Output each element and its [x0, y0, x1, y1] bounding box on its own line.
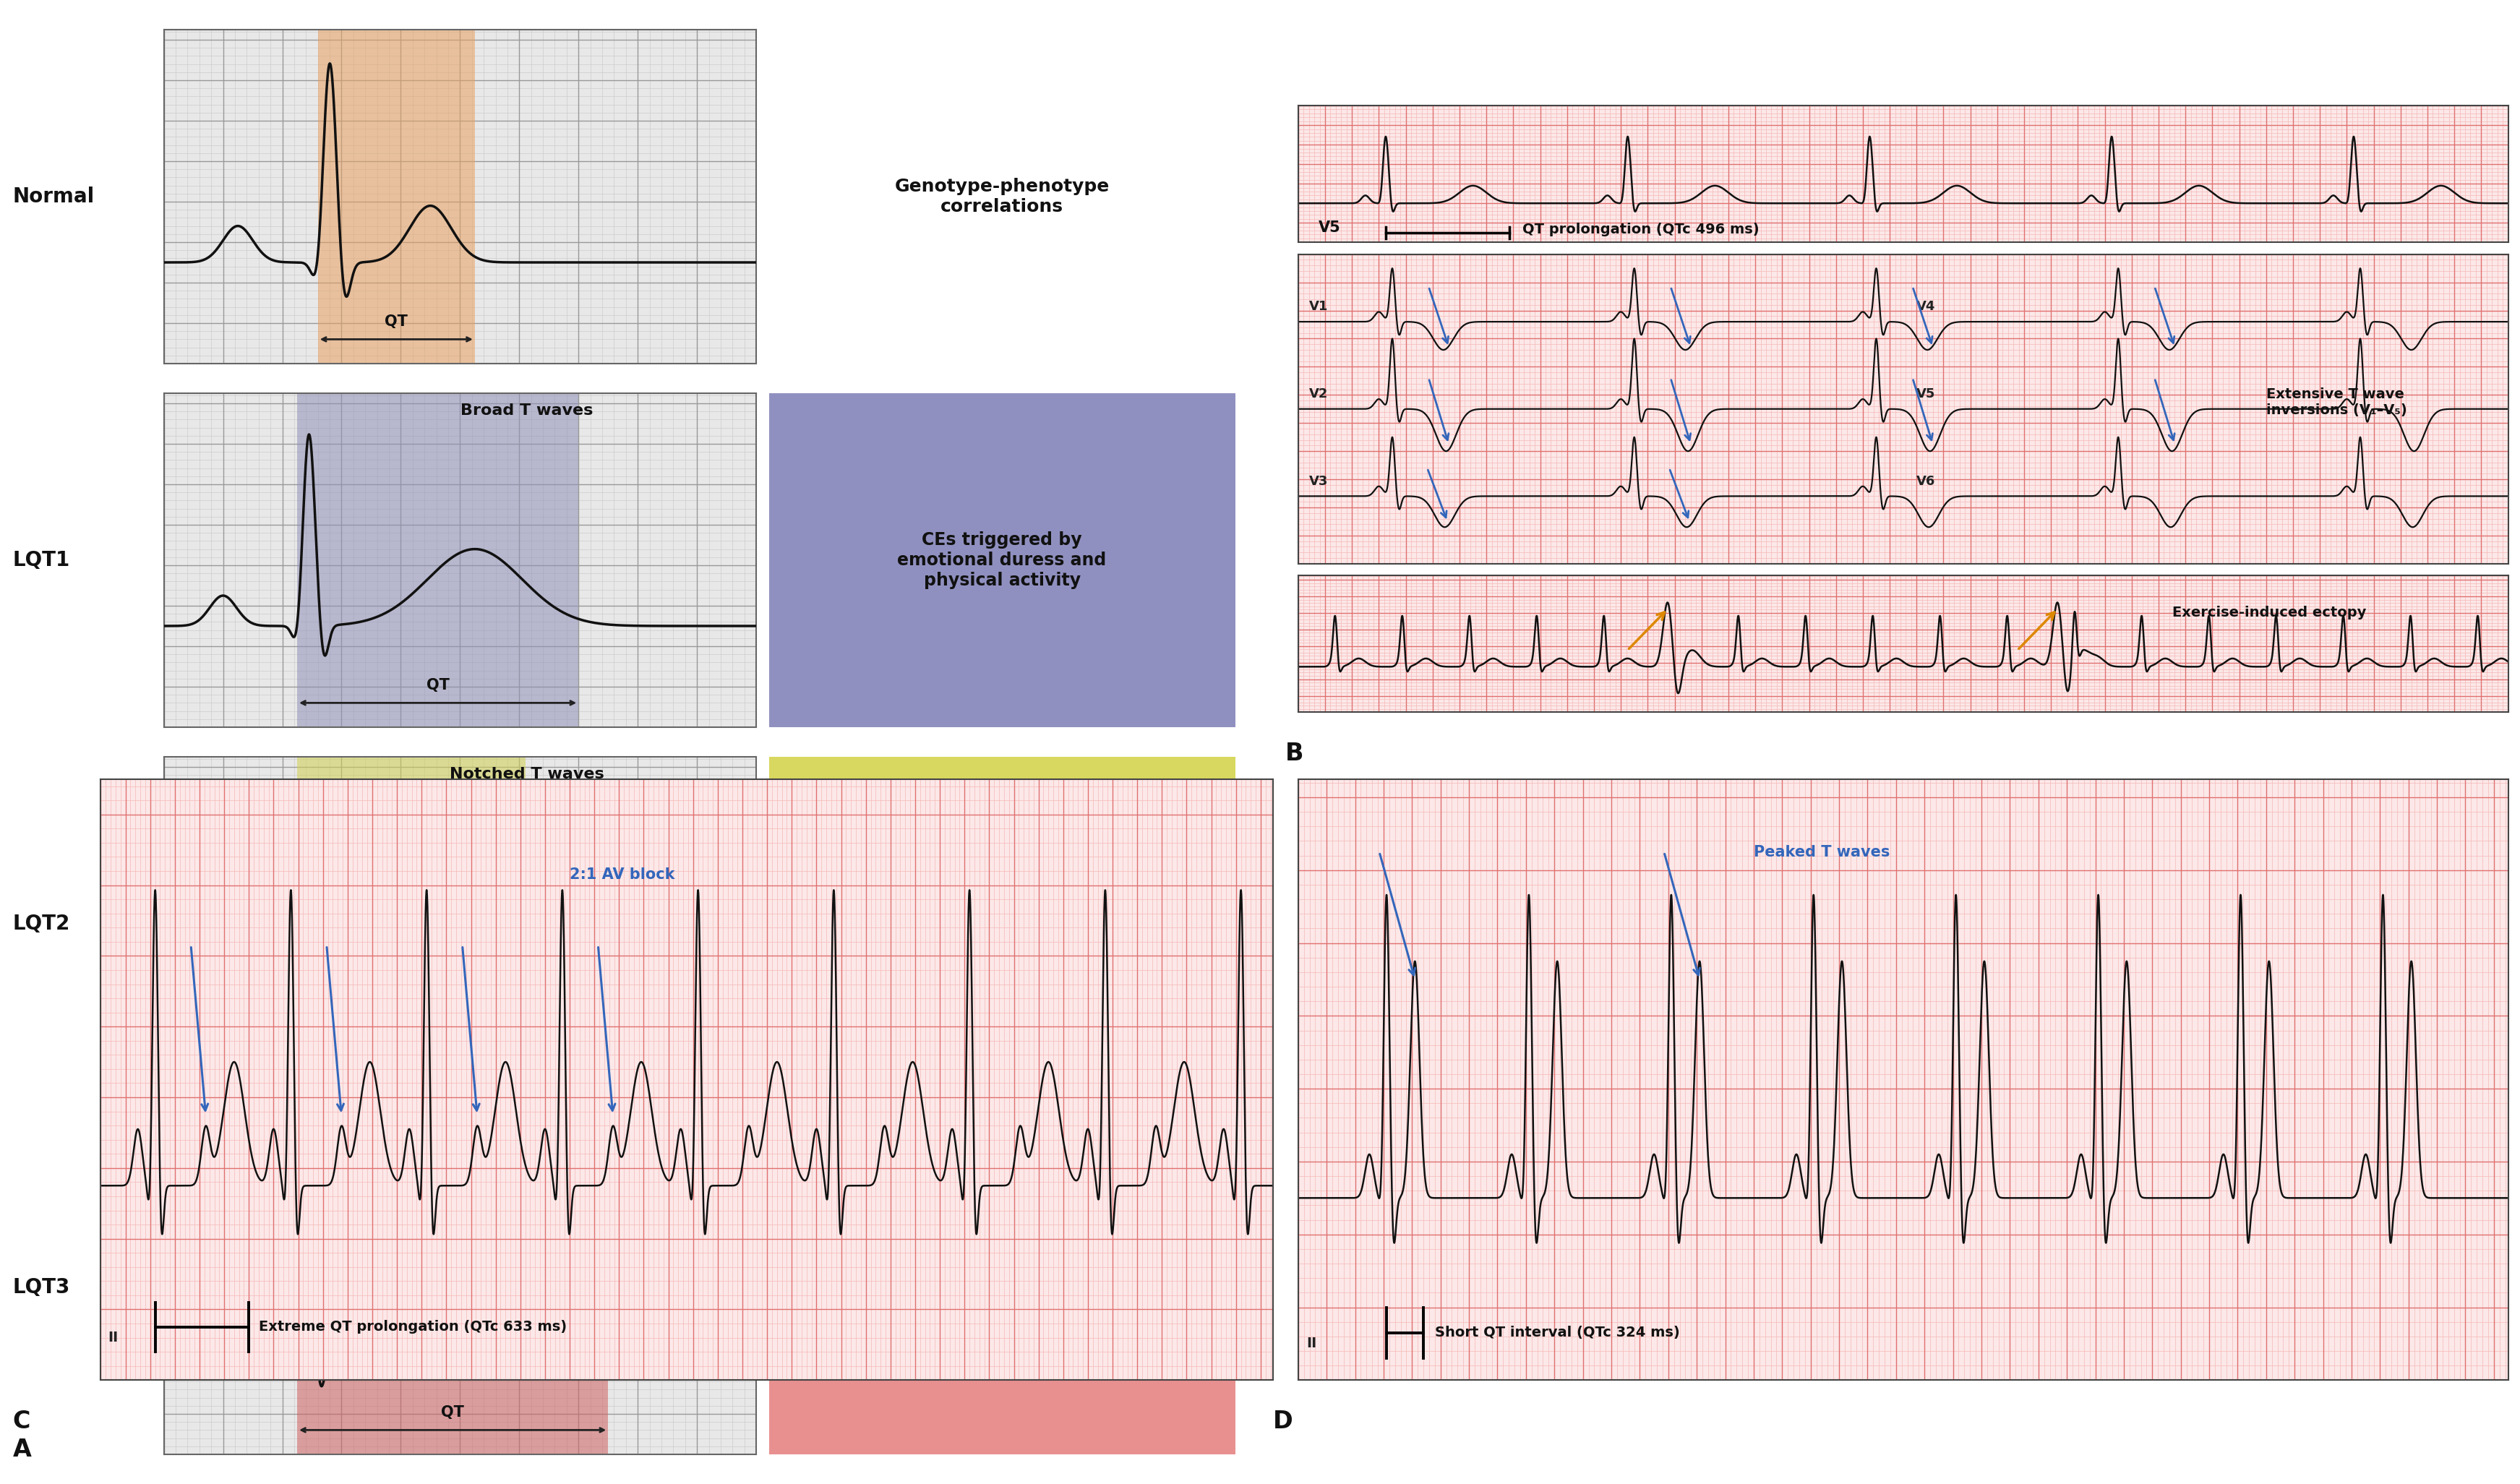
Text: A: A	[13, 1438, 30, 1462]
Text: Delayed T waves: Delayed T waves	[451, 1131, 602, 1146]
Text: CEs triggered by
emotional duress and
physical activity: CEs triggered by emotional duress and ph…	[897, 531, 1106, 589]
Text: V5: V5	[1318, 221, 1341, 234]
Text: V1: V1	[1308, 300, 1328, 313]
Text: QT: QT	[426, 678, 449, 693]
Text: V2: V2	[1308, 387, 1328, 401]
Text: LQT2: LQT2	[13, 914, 71, 933]
Text: C: C	[13, 1410, 30, 1434]
Text: QT: QT	[441, 1405, 464, 1420]
Text: V3: V3	[1308, 475, 1328, 488]
Text: QT prolongation (QTc 496 ms): QT prolongation (QTc 496 ms)	[1522, 223, 1759, 236]
Text: Peaked T waves: Peaked T waves	[1754, 844, 1890, 859]
Text: V6: V6	[1915, 475, 1935, 488]
Text: V5: V5	[1915, 387, 1935, 401]
Text: LQT3: LQT3	[13, 1278, 71, 1297]
Text: Genotype-phenotype
correlations: Genotype-phenotype correlations	[895, 178, 1109, 215]
Text: Extensive T wave
inversions (V₁–V₅): Extensive T wave inversions (V₁–V₅)	[2265, 387, 2407, 417]
Text: Notched T waves: Notched T waves	[449, 767, 605, 782]
Bar	[297, 1120, 607, 1454]
Text: Exercise-induced ectopy: Exercise-induced ectopy	[2172, 605, 2366, 620]
Text: CEs most common
during sleep/rest: CEs most common during sleep/rest	[915, 1269, 1089, 1306]
Text: Normal: Normal	[13, 187, 93, 206]
Text: CEs triggered by
suddent noises, hypokalemia,
and postpartum period: CEs triggered by suddent noises, hypokal…	[857, 895, 1147, 953]
Text: Short QT interval (QTc 324 ms): Short QT interval (QTc 324 ms)	[1434, 1325, 1678, 1340]
Text: QT: QT	[386, 315, 408, 329]
Text: QT: QT	[401, 1042, 423, 1057]
Bar	[297, 393, 580, 727]
Text: V4: V4	[1915, 300, 1935, 313]
Text: 2:1 AV block: 2:1 AV block	[570, 867, 675, 881]
Bar	[297, 757, 524, 1091]
Text: Broad T waves: Broad T waves	[461, 404, 592, 418]
Text: B: B	[1285, 742, 1303, 766]
Text: Extreme QT prolongation (QTc 633 ms): Extreme QT prolongation (QTc 633 ms)	[260, 1321, 567, 1334]
Text: II: II	[108, 1331, 118, 1345]
Text: II: II	[1305, 1337, 1315, 1350]
Bar	[318, 30, 474, 364]
Text: D: D	[1273, 1410, 1293, 1434]
Text: LQT1: LQT1	[13, 551, 71, 570]
